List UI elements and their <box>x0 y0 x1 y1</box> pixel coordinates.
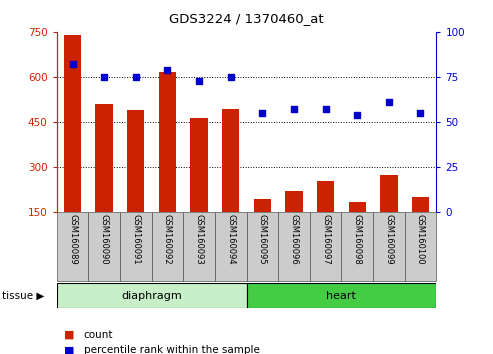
Point <box>417 110 424 116</box>
Bar <box>246 212 278 281</box>
Text: GSM160091: GSM160091 <box>131 215 141 265</box>
Text: GSM160092: GSM160092 <box>163 215 172 265</box>
Point <box>69 62 76 67</box>
Bar <box>57 212 88 281</box>
Bar <box>152 212 183 281</box>
Text: GSM160098: GSM160098 <box>352 215 362 265</box>
Text: GSM160096: GSM160096 <box>289 215 298 265</box>
Bar <box>183 212 215 281</box>
Text: percentile rank within the sample: percentile rank within the sample <box>84 346 260 354</box>
Text: count: count <box>84 330 113 339</box>
Bar <box>253 199 271 212</box>
Bar <box>285 191 303 212</box>
Text: GSM160100: GSM160100 <box>416 215 425 265</box>
Bar <box>96 104 113 212</box>
Point <box>258 110 266 116</box>
Point <box>353 112 361 118</box>
Bar <box>246 283 436 308</box>
Bar <box>215 212 246 281</box>
Text: GSM160094: GSM160094 <box>226 215 235 265</box>
Point <box>132 74 140 80</box>
Bar <box>127 110 144 212</box>
Bar <box>159 73 176 212</box>
Text: GDS3224 / 1370460_at: GDS3224 / 1370460_at <box>169 12 324 25</box>
Bar <box>412 198 429 212</box>
Point <box>195 78 203 84</box>
Text: GSM160089: GSM160089 <box>68 215 77 265</box>
Text: GSM160099: GSM160099 <box>385 215 393 265</box>
Bar <box>317 181 334 212</box>
Point <box>227 74 235 80</box>
Text: ■: ■ <box>64 330 74 339</box>
Point <box>290 107 298 112</box>
Bar <box>373 212 405 281</box>
Bar <box>380 175 397 212</box>
Text: heart: heart <box>326 291 356 301</box>
Bar <box>64 35 81 212</box>
Bar <box>88 212 120 281</box>
Bar <box>341 212 373 281</box>
Point <box>321 107 329 112</box>
Bar <box>405 212 436 281</box>
Point <box>164 67 172 73</box>
Bar <box>278 212 310 281</box>
Text: GSM160093: GSM160093 <box>195 215 204 265</box>
Point <box>385 99 393 105</box>
Bar <box>310 212 341 281</box>
Bar <box>120 212 152 281</box>
Point <box>100 74 108 80</box>
Text: ■: ■ <box>64 346 74 354</box>
Bar <box>57 283 246 308</box>
Text: tissue ▶: tissue ▶ <box>2 291 45 301</box>
Text: GSM160097: GSM160097 <box>321 215 330 265</box>
Bar <box>190 118 208 212</box>
Text: diaphragm: diaphragm <box>121 291 182 301</box>
Text: GSM160095: GSM160095 <box>258 215 267 265</box>
Text: GSM160090: GSM160090 <box>100 215 108 265</box>
Bar <box>222 109 240 212</box>
Bar <box>349 202 366 212</box>
